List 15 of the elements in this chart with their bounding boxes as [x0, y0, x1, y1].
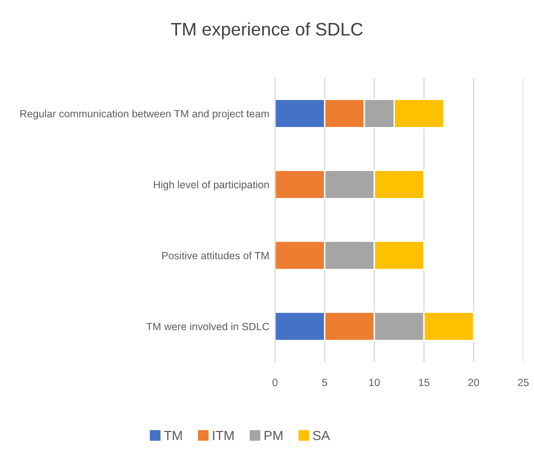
x-tick-label: 5 [322, 378, 328, 386]
x-tick-label: 15 [419, 378, 430, 386]
x-tick-label: 10 [369, 378, 380, 386]
x-tick-label: 0 [272, 378, 278, 386]
chart-title: TM experience of SDLC [171, 22, 363, 40]
legend-label: TM [164, 430, 182, 440]
legend-label: SA [313, 430, 330, 440]
x-tick-label: 20 [468, 378, 480, 386]
x-tick-label: 25 [518, 378, 529, 386]
y-tick-label: Positive attitudes of TM [162, 252, 269, 260]
y-tick-label: TM were involved in SDLC [146, 322, 270, 330]
legend-label: ITM [213, 430, 234, 440]
y-tick-label: High level of participation [154, 180, 269, 190]
legend-label: PM [264, 430, 282, 440]
y-tick-label: Regular communication between TM and project team [20, 110, 269, 120]
